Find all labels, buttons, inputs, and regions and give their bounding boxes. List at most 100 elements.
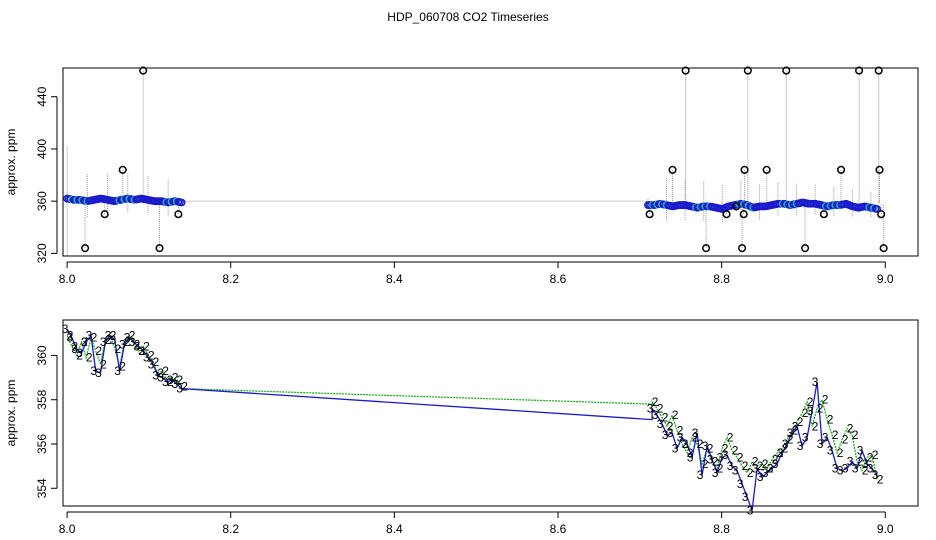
series-marker: 2 [95, 344, 102, 358]
series-marker: 3 [157, 371, 164, 385]
outlier-point [139, 66, 148, 75]
x-tick-label: 9.0 [877, 272, 894, 286]
series-marker: 2 [832, 428, 839, 442]
series-marker: 3 [762, 466, 769, 480]
outlier-point [782, 66, 791, 75]
outlier-point [837, 165, 846, 174]
series-marker: 2 [827, 413, 834, 427]
series-marker: 2 [802, 406, 809, 420]
series-marker: 3 [832, 461, 839, 475]
series-marker: 2 [862, 464, 869, 478]
series-marker: 2 [105, 333, 112, 347]
outlier-point [681, 66, 690, 75]
series-marker: 2 [772, 453, 779, 467]
series-marker: 3 [792, 419, 799, 433]
series-marker: 3 [787, 426, 794, 440]
series-marker: 2 [119, 360, 126, 374]
series-marker: 2 [702, 457, 709, 471]
series-marker: 2 [877, 472, 884, 486]
series-marker: 3 [148, 357, 155, 371]
series-marker: 3 [687, 450, 694, 464]
series-marker: 2 [807, 395, 814, 409]
outlier-point [879, 244, 888, 253]
x-tick-label: 8.0 [59, 522, 76, 536]
series-marker: 3 [712, 466, 719, 480]
y-tick-label: 320 [35, 243, 49, 263]
series-marker: 2 [777, 446, 784, 460]
series-marker: 3 [119, 337, 126, 351]
y-tick-label: 358 [35, 389, 49, 409]
top-y-axis-label: approx. ppm [4, 129, 18, 196]
series-marker: 2 [847, 422, 854, 436]
series-marker: 2 [157, 366, 164, 380]
series-marker: 2 [747, 466, 754, 480]
series-marker: 3 [817, 437, 824, 451]
outlier-point [81, 244, 90, 253]
x-tick-label: 8.6 [550, 522, 567, 536]
series-marker: 2 [732, 444, 739, 458]
series-marker: 2 [167, 375, 174, 389]
series-marker: 2 [742, 459, 749, 473]
series-marker: 3 [797, 439, 804, 453]
outlier-point [722, 210, 731, 219]
series-line [66, 328, 878, 511]
series-marker: 3 [772, 457, 779, 471]
series-marker: 3 [109, 333, 116, 347]
top-x-axis: 8.0 8.2 8.4 8.6 8.8 9.0 [59, 261, 894, 286]
series-marker: 3 [837, 464, 844, 478]
series-marker: 3 [822, 430, 829, 444]
bottom-lines-layer [66, 328, 878, 511]
series-marker: 2 [812, 419, 819, 433]
series-marker: 3 [647, 402, 654, 416]
y-tick-label: 354 [35, 478, 49, 498]
series-marker: 2 [662, 410, 669, 424]
series-marker: 2 [110, 329, 117, 343]
series-marker: 3 [747, 503, 754, 517]
outlier-point [801, 244, 810, 253]
series-marker: 2 [143, 340, 150, 354]
series-marker: 3 [100, 335, 107, 349]
series-marker: 3 [90, 364, 97, 378]
series-marker: 3 [76, 346, 83, 360]
series-marker: 2 [762, 457, 769, 471]
series-marker: 2 [842, 433, 849, 447]
series-marker: 2 [852, 428, 859, 442]
series-marker: 2 [727, 430, 734, 444]
series-marker: 2 [124, 335, 131, 349]
series-marker: 2 [652, 395, 659, 409]
series-marker: 2 [687, 446, 694, 460]
series-marker: 2 [782, 441, 789, 455]
top-spikes-layer [66, 70, 885, 256]
series-marker: 3 [807, 404, 814, 418]
top-panel: 8.0 8.2 8.4 8.6 8.8 9.0 320 360 400 440 approx. … [4, 66, 919, 286]
series-marker: 2 [682, 437, 689, 451]
series-marker: 2 [91, 331, 98, 345]
series-marker: 2 [857, 455, 864, 469]
series-marker: 2 [81, 335, 88, 349]
series-marker: 3 [802, 430, 809, 444]
series-marker: 3 [737, 477, 744, 491]
series-marker: 3 [757, 470, 764, 484]
series-marker: 3 [727, 459, 734, 473]
series-marker: 3 [86, 329, 93, 343]
outlier-point [740, 165, 749, 174]
y-tick-label: 360 [35, 191, 49, 211]
series-marker: 3 [847, 455, 854, 469]
series-marker: 3 [742, 490, 749, 504]
series-marker: 2 [86, 351, 93, 365]
series-marker: 3 [722, 448, 729, 462]
series-marker: 3 [167, 373, 174, 387]
series-marker: 2 [712, 455, 719, 469]
series-marker: 3 [667, 426, 674, 440]
series-marker: 3 [124, 331, 131, 345]
series-marker: 2 [67, 329, 74, 343]
series-marker: 3 [133, 340, 140, 354]
x-tick-label: 9.0 [877, 522, 894, 536]
series-marker: 3 [702, 439, 709, 453]
outlier-point [155, 244, 164, 253]
series-marker: 3 [67, 331, 74, 345]
y-tick-label: 400 [35, 139, 49, 159]
outlier-point [100, 210, 109, 219]
series-marker: 3 [767, 461, 774, 475]
series-marker: 2 [162, 364, 169, 378]
